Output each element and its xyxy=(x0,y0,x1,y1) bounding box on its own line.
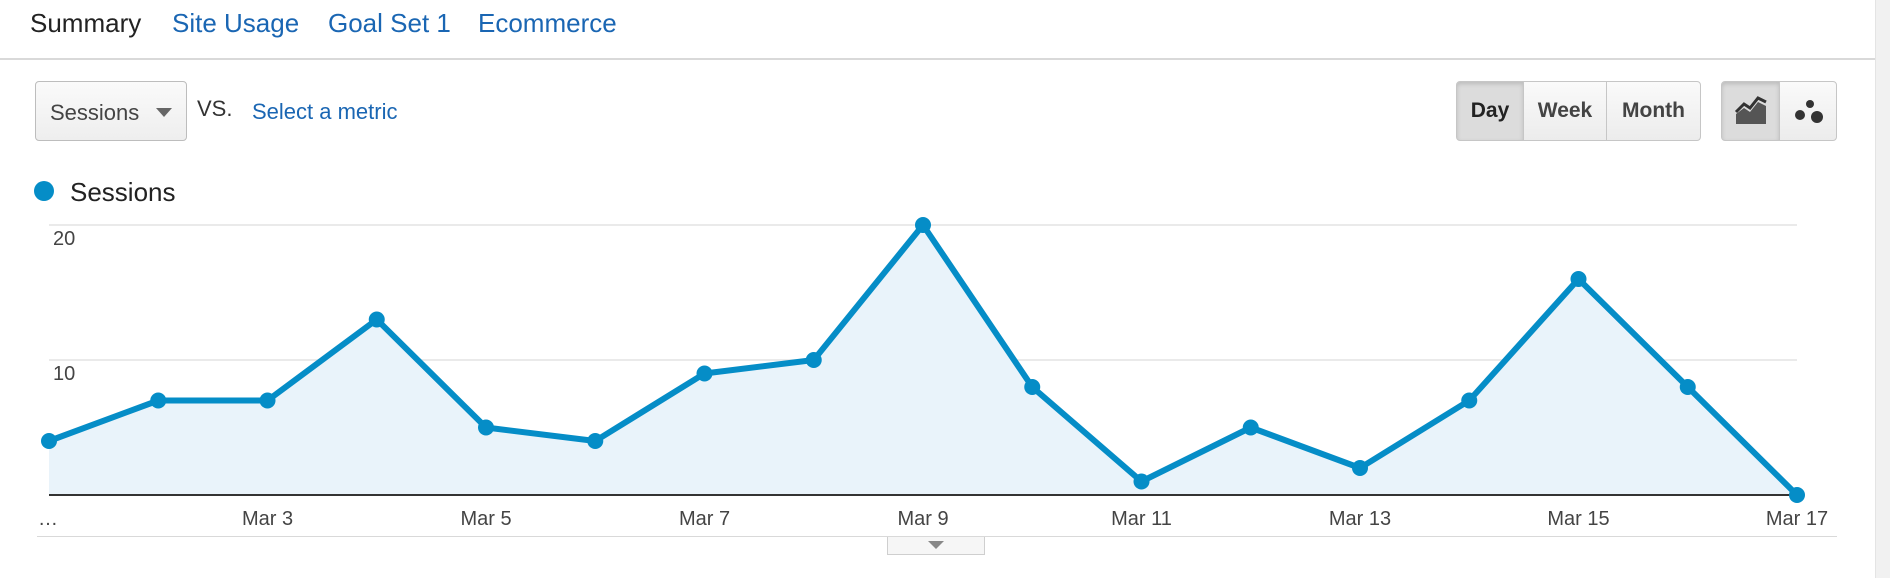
x-tick-label-mar-5: Mar 5 xyxy=(460,508,511,530)
x-tick-label-mar-15: Mar 15 xyxy=(1547,508,1609,530)
granularity-month-button[interactable]: Month xyxy=(1606,81,1701,141)
data-point-mar-13 xyxy=(1352,460,1368,476)
data-point-mar-15 xyxy=(1570,271,1587,287)
tab-ecommerce[interactable]: Ecommerce xyxy=(478,8,617,38)
chevron-down-icon xyxy=(156,108,172,117)
motion-chart-button[interactable] xyxy=(1779,81,1837,141)
chart-bottom-divider xyxy=(37,536,1837,537)
data-point-mar-8 xyxy=(805,352,822,368)
tab-goal-set-1[interactable]: Goal Set 1 xyxy=(328,8,451,38)
data-point-mar-14 xyxy=(1461,392,1478,409)
legend-label: Sessions xyxy=(70,177,176,207)
data-point-mar-12 xyxy=(1242,419,1259,436)
data-point-mar-11 xyxy=(1133,473,1150,490)
x-tick-label-mar-3: Mar 3 xyxy=(242,508,293,530)
collapse-arrow-icon xyxy=(928,541,944,549)
line-chart-button[interactable] xyxy=(1721,81,1780,141)
vs-label: VS. xyxy=(197,96,233,121)
motion-chart-icon xyxy=(1795,100,1823,123)
page-scrollbar[interactable] xyxy=(1875,0,1890,578)
sessions-line-chart: 10 20 … Mar 3 Mar 5 Mar 7 Mar 9 Mar 11 Mar 13 Mar… xyxy=(38,217,1828,530)
data-point-mar-17 xyxy=(1789,487,1805,503)
y-tick-label-10: 10 xyxy=(53,363,75,385)
data-point-mar-6 xyxy=(587,433,604,449)
data-point-mar-10 xyxy=(1024,379,1041,395)
granularity-week-button[interactable]: Week xyxy=(1523,81,1607,141)
data-point-mar-4 xyxy=(368,311,385,328)
tab-summary[interactable]: Summary xyxy=(30,8,142,38)
x-tick-label-mar-7: Mar 7 xyxy=(679,508,730,530)
y-tick-label-20: 20 xyxy=(53,228,75,250)
collapse-chart-toggle[interactable] xyxy=(887,537,985,555)
legend-swatch xyxy=(34,181,54,201)
data-point-mar-9 xyxy=(915,217,931,233)
x-tick-label-mar-17: Mar 17 xyxy=(1766,508,1828,530)
x-tick-label-mar-9: Mar 9 xyxy=(897,508,948,530)
granularity-day-button[interactable]: Day xyxy=(1456,81,1524,141)
metric-dropdown-label: Sessions xyxy=(50,100,140,125)
metric-dropdown[interactable]: Sessions xyxy=(35,81,187,141)
data-point-mar-5 xyxy=(478,419,494,436)
select-metric-link[interactable]: Select a metric xyxy=(252,99,398,124)
report-tabs: Summary Site Usage Goal Set 1 Ecommerce xyxy=(0,0,1876,60)
x-tick-label-start: … xyxy=(38,508,58,530)
data-point-mar-1 xyxy=(41,433,57,449)
data-point-mar-2 xyxy=(150,392,167,409)
data-point-mar-7 xyxy=(696,365,713,382)
data-point-mar-3 xyxy=(259,392,276,409)
tab-site-usage[interactable]: Site Usage xyxy=(172,8,300,38)
line-chart-icon xyxy=(1734,96,1767,124)
data-point-mar-16 xyxy=(1679,379,1696,395)
x-tick-label-mar-11: Mar 11 xyxy=(1111,508,1172,530)
x-tick-label-mar-13: Mar 13 xyxy=(1329,508,1391,530)
